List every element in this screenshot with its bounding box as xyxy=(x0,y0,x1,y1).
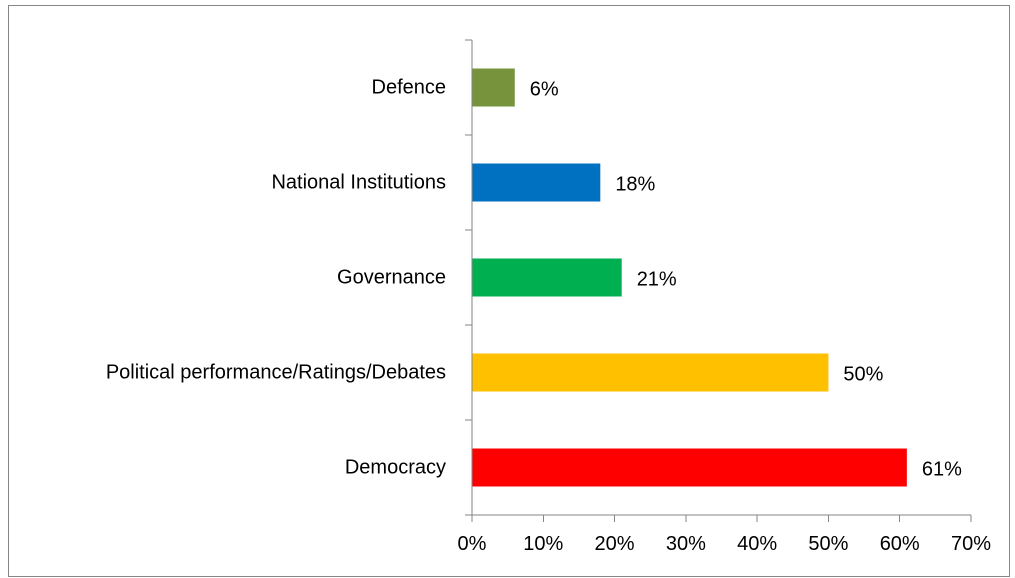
category-label: Political performance/Ratings/Debates xyxy=(106,362,446,384)
data-label: 6% xyxy=(530,79,559,101)
bar-governance xyxy=(472,258,622,297)
category-label: Governance xyxy=(337,267,446,289)
data-label: 21% xyxy=(637,269,677,291)
x-tick-label: 70% xyxy=(951,533,991,555)
x-tick-label: 50% xyxy=(808,533,848,555)
x-tick-label: 40% xyxy=(737,533,777,555)
x-tick-label: 10% xyxy=(523,533,563,555)
x-tick-marks-group xyxy=(471,515,972,522)
category-label: Defence xyxy=(372,77,447,99)
data-label: 61% xyxy=(922,459,962,481)
bar-political-performance-ratings-debates xyxy=(472,353,829,392)
data-label: 50% xyxy=(843,364,883,386)
x-tick-labels-group: 0% 10% 20% 30% 40% 50% 60% 70% xyxy=(458,533,992,555)
data-labels-group: 6% 18% 21% 50% 61% xyxy=(530,79,962,481)
data-label: 18% xyxy=(615,174,655,196)
bar-defence xyxy=(472,68,515,107)
x-tick-label: 60% xyxy=(880,533,920,555)
bars-group xyxy=(472,68,907,487)
category-labels-group: Defence National Institutions Governance Po… xyxy=(106,77,446,479)
category-label: National Institutions xyxy=(271,172,446,194)
bar-national-institutions xyxy=(472,163,601,202)
category-label: Democracy xyxy=(345,457,446,479)
bar-democracy xyxy=(472,448,907,487)
x-tick-label: 0% xyxy=(458,533,487,555)
x-tick-label: 30% xyxy=(666,533,706,555)
x-tick-label: 20% xyxy=(595,533,635,555)
axes-group xyxy=(471,40,971,516)
y-tick-marks-group xyxy=(465,39,472,516)
